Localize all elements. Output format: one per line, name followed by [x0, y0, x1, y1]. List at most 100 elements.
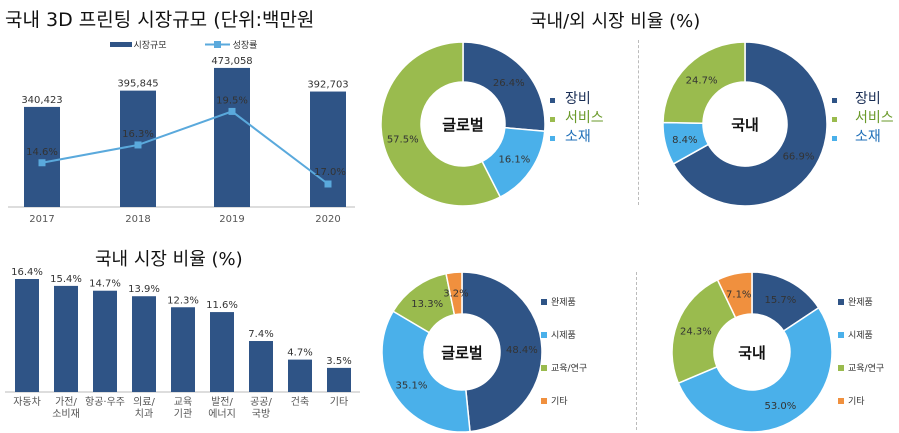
domestic-product-slice-label-시제품: 53.0% [764, 401, 796, 412]
growth-label-2020: 17.0% [314, 167, 346, 178]
domestic-product-slice-기타 [716, 271, 753, 319]
domestic-equip-legend-label-장비: 장비 [855, 91, 881, 107]
sector-tick-3-0: 의료/ [133, 396, 155, 408]
global-equip-legend-swatch-장비 [550, 98, 555, 103]
legend-line-marker [214, 41, 221, 48]
global-equip-legend-swatch-서비스 [550, 117, 555, 122]
sector-tick-8-0: 기타 [330, 396, 348, 408]
market-bar-label-2017: 340,423 [21, 95, 62, 106]
domestic-product-legend-label-1: 시제품 [848, 330, 873, 341]
domestic-equip-slice-서비스 [662, 41, 746, 124]
global-equip-legend-label-장비: 장비 [565, 91, 591, 107]
global-product-legend-swatch-3 [541, 398, 547, 404]
domestic-product-legend-swatch-1 [838, 332, 844, 338]
global-equip-slice-소재 [380, 41, 502, 207]
global-equip-slice-label-장비: 26.4% [493, 78, 525, 89]
domestic-equip-legend-swatch-소재 [832, 136, 837, 141]
sector-bar-0 [15, 279, 39, 392]
global-product-slice-label-기타: 3.2% [443, 288, 468, 299]
growth-label-2018: 16.3% [122, 129, 154, 140]
global-product-legend-label-1: 시제품 [551, 330, 576, 341]
global-product-legend-label-3: 기타 [551, 396, 568, 407]
sector-tick-7-0: 건축 [291, 396, 309, 408]
market-bar-2019 [214, 67, 250, 207]
global-product-slice-완제품 [461, 271, 543, 433]
global-product-legend-swatch-1 [541, 332, 547, 338]
growth-marker-2017 [38, 159, 46, 167]
domestic-equip-legend-swatch-서비스 [832, 117, 837, 122]
domestic-equip-slice-label-서비스: 24.7% [686, 76, 718, 87]
domestic-product-legend-label-2: 교육/연구 [848, 363, 884, 374]
domestic-product-legend-swatch-0 [838, 299, 844, 305]
market-bar-2020 [310, 91, 346, 207]
sector-bar-7 [288, 359, 312, 392]
domestic-equip-center-label: 국내 [731, 116, 759, 134]
domestic-product-slice-label-기타: 7.1% [726, 289, 751, 300]
sector-tick-5-0: 발전/ [211, 396, 233, 408]
domestic-product-legend-swatch-3 [838, 398, 844, 404]
market-bar-label-2020: 392,703 [307, 80, 348, 91]
market-bar-label-2018: 395,845 [117, 79, 158, 90]
sector-bar-2 [93, 290, 117, 392]
domestic-foreign-title: 국내/외 시장 비율 (%) [530, 11, 701, 32]
sector-bar-4 [171, 307, 195, 392]
domestic-product-slice-시제품 [677, 306, 833, 433]
domestic-product-slice-교육/연구 [671, 278, 737, 385]
market-tick-2017: 2017 [29, 214, 54, 225]
global-product-slice-기타 [445, 271, 463, 316]
sector-bar-label-8: 3.5% [326, 356, 351, 367]
legend-bar-swatch [110, 42, 132, 47]
sector-bar-label-2: 14.7% [89, 279, 121, 290]
legend-bar-label: 시장규모 [133, 40, 166, 51]
market-bar-label-2019: 473,058 [211, 56, 252, 67]
sector-bar-8 [327, 367, 351, 392]
global-product-slice-label-완제품: 48.4% [506, 345, 538, 356]
sector-tick-1-1: 소비재 [52, 408, 80, 420]
global-product-center-label: 글로벌 [441, 344, 482, 362]
sector-tick-2-0: 항공·우주 [85, 396, 125, 408]
market-tick-2020: 2020 [315, 214, 340, 225]
growth-marker-2020 [324, 180, 332, 188]
domestic-equip-slice-장비 [672, 41, 828, 207]
sector-bar-5 [210, 312, 234, 392]
domestic-product-slice-label-교육/연구: 24.3% [680, 327, 712, 338]
sector-tick-4-0: 교육 [174, 396, 192, 408]
global-product-slice-label-시제품: 35.1% [396, 380, 428, 391]
growth-label-2019: 19.5% [216, 95, 248, 106]
sector-bar-label-3: 13.9% [128, 284, 160, 295]
legend-line-label: 성장률 [233, 40, 258, 51]
sector-bar-label-1: 15.4% [50, 274, 82, 285]
sector-bar-label-5: 11.6% [206, 300, 238, 311]
sector-tick-4-1: 기관 [174, 408, 192, 420]
global-equip-slice-장비 [462, 41, 546, 133]
sector-tick-0-0: 자동차 [13, 396, 41, 408]
sector-tick-6-1: 국방 [252, 408, 270, 420]
growth-marker-2018 [134, 141, 142, 149]
global-product-legend-swatch-2 [541, 365, 547, 371]
sector-tick-1-0: 가전/ [55, 396, 77, 408]
pie-divider-top [638, 40, 639, 205]
global-equip-legend-swatch-소재 [550, 136, 555, 141]
market-tick-2019: 2019 [219, 214, 244, 225]
domestic-product-legend-label-3: 기타 [848, 396, 865, 407]
sector-bar-label-0: 16.4% [11, 267, 43, 278]
global-equip-slice-label-소재: 57.5% [387, 134, 419, 145]
domestic-equip-slice-label-소재: 8.4% [672, 135, 697, 146]
global-equip-legend-label-서비스: 서비스 [565, 110, 604, 126]
sector-bar-label-7: 4.7% [287, 348, 312, 359]
domestic-equip-legend-label-소재: 소재 [855, 129, 881, 145]
domestic-product-legend-label-0: 완제품 [848, 297, 873, 308]
global-product-legend-label-2: 교육/연구 [551, 363, 587, 374]
global-product-legend-swatch-0 [541, 299, 547, 305]
market-tick-2018: 2018 [125, 214, 150, 225]
sector-bar-1 [54, 285, 78, 392]
sector-tick-3-1: 치과 [135, 408, 153, 420]
sector-bar-3 [132, 296, 156, 392]
global-product-legend-label-0: 완제품 [551, 297, 576, 308]
domestic-product-slice-label-완제품: 15.7% [764, 295, 796, 306]
sector-tick-6-0: 공공/ [250, 396, 272, 408]
sector-bar-label-6: 7.4% [248, 329, 273, 340]
sector-tick-5-1: 에너지 [208, 408, 236, 420]
growth-label-2017: 14.6% [26, 147, 58, 158]
